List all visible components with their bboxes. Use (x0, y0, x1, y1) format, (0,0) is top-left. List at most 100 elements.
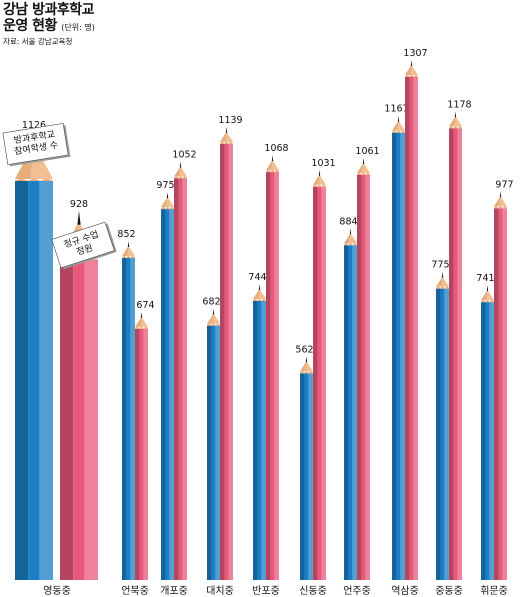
pencil-중동중-1-wood-shade (449, 117, 456, 127)
pencil-언북중-0-body-right (130, 258, 135, 580)
value-label: 1052 (172, 149, 196, 160)
pencil-신동중-1-lead (318, 169, 321, 176)
pencil-언주중-0-wood-shade (344, 234, 351, 244)
value-label: 1126 (22, 120, 46, 131)
category-label: 영동중 (43, 585, 71, 597)
callout-box (51, 221, 115, 269)
value-label: 884 (339, 216, 357, 227)
pencil-중동중-1-body-right (457, 128, 462, 580)
pencil-대치중-1-lead (225, 126, 228, 133)
pencil-언북중-0-lead (127, 241, 130, 248)
pencil-언북중-1-wood-shade (135, 317, 142, 327)
pencil-대치중-0-body-left (207, 325, 212, 580)
pencil-역삼중-1-scallop (405, 75, 418, 77)
category-label: 대치중 (206, 585, 234, 597)
pencil-영동중-1-body-mid (73, 259, 85, 580)
pencil-영동중-1-body-left (60, 259, 74, 580)
pencil-신동중-0-body-left (300, 373, 305, 580)
pencil-신동중-0-body-mid (304, 373, 309, 580)
value-label: 1167 (384, 104, 408, 115)
title-block: 강남 방과후학교 운영 현황 (단위: 명) 자료: 서울 강남교육청 (3, 2, 95, 47)
pencil-반포중-1-body-left (266, 172, 271, 580)
pencil-언북중-1-lead (140, 311, 143, 318)
value-label: 852 (117, 229, 135, 240)
pencil-언북중-1-scallop (135, 326, 148, 329)
pencil-언주중-1-body-mid (361, 174, 366, 580)
value-label: 1068 (264, 143, 288, 154)
pencil-역삼중-1-wood-shade (405, 66, 412, 75)
pencil-휘문중-1-body-right (502, 208, 507, 580)
pencil-중동중-0-body-left (436, 288, 441, 580)
pencil-중동중-0-body-right (444, 288, 449, 580)
pencil-개포중-1-wood-shade (174, 167, 181, 177)
pencil-개포중-0-scallop (161, 207, 174, 210)
category-label: 휘문중 (480, 585, 508, 597)
pencil-개포중-0-body-left (161, 209, 166, 581)
value-label: 1178 (447, 99, 471, 110)
pencil-신동중-1-scallop (313, 184, 326, 187)
pencil-휘문중-0-body-left (481, 302, 486, 580)
pencil-역삼중-0-body-left (392, 132, 397, 580)
pencil-개포중-1-body-left (174, 178, 179, 580)
pencil-언북중-0-body-left (122, 258, 127, 580)
pencil-휘문중-1-body-mid (498, 208, 503, 580)
callout-text: 정원 (75, 242, 94, 258)
pencil-휘문중-0-body-right (489, 302, 494, 580)
pencil-중동중-0-body-mid (440, 288, 445, 580)
pencil-언주중-0-body-mid (348, 245, 353, 580)
category-label: 중동중 (435, 585, 463, 597)
pencil-대치중-1-body-left (220, 143, 225, 580)
pencil-언주중-1-body-right (365, 174, 370, 580)
pencil-개포중-1-lead (179, 161, 182, 168)
value-label: 682 (202, 297, 220, 308)
pencil-영동중-0-body-mid (28, 181, 40, 580)
pencil-휘문중-1-body-left (494, 208, 499, 580)
unit-label: (단위: 명) (61, 23, 95, 32)
value-label: 775 (431, 260, 449, 271)
pencil-역삼중-0-lead (397, 115, 400, 122)
value-label: 1031 (311, 158, 335, 169)
pencil-중동중-1-body-mid (453, 128, 458, 580)
pencil-역삼중-0-body-mid (396, 132, 401, 580)
pencil-휘문중-0-body-mid (485, 302, 490, 580)
pencil-언주중-0-body-right (352, 245, 357, 580)
pencil-휘문중-1-lead (499, 191, 502, 198)
chart-title: 강남 방과후학교 (3, 2, 95, 18)
pencil-개포중-0-lead (166, 192, 169, 199)
pencil-휘문중-0-wood-shade (481, 291, 488, 301)
callout-box (2, 123, 69, 165)
pencil-반포중-1-body-right (274, 172, 279, 580)
pencil-휘문중-1-wood-shade (494, 197, 501, 207)
pencil-반포중-0-body-right (261, 300, 266, 580)
value-label: 674 (136, 300, 154, 311)
value-label: 977 (495, 179, 513, 190)
pencil-중동중-0-scallop (436, 286, 449, 289)
source-label: 자료: 서울 강남교육청 (3, 37, 73, 46)
category-label: 반포중 (252, 585, 280, 597)
pencil-영동중-0-body-left (15, 181, 29, 580)
pencil-중동중-1-body-left (449, 128, 454, 580)
pencil-언주중-0-body-left (344, 245, 349, 580)
pencil-언주중-1-lead (362, 157, 365, 164)
category-label: 역삼중 (391, 585, 419, 597)
value-label: 1061 (355, 146, 379, 157)
pencil-신동중-0-wood-shade (300, 362, 307, 372)
value-label: 1139 (218, 115, 242, 126)
pencil-휘문중-0-scallop (481, 300, 494, 303)
pencil-휘문중-1-scallop (494, 206, 507, 209)
value-label: 741 (476, 273, 494, 284)
pencil-반포중-0-lead (258, 283, 261, 290)
pencil-역삼중-1-body-left (405, 77, 410, 580)
pencil-영동중-0-body-right (39, 181, 53, 580)
pencil-개포중-1-body-mid (178, 178, 183, 580)
pencil-언북중-0-scallop (122, 256, 135, 259)
pencil-언북중-1-body-right (143, 328, 148, 580)
pencil-휘문중-0-lead (486, 285, 489, 292)
pencil-신동중-0-body-right (308, 373, 313, 580)
pencil-대치중-0-scallop (207, 323, 220, 326)
pencil-반포중-0-wood-shade (253, 289, 260, 299)
value-label: 928 (70, 199, 88, 210)
pencil-영동중-1-lead (77, 210, 81, 225)
